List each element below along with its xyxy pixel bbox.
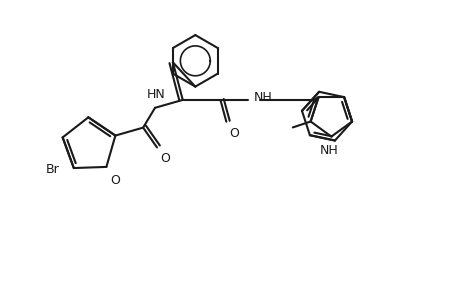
Text: O: O [229, 127, 239, 140]
Text: O: O [160, 152, 169, 165]
Text: NH: NH [319, 145, 338, 158]
Text: Br: Br [46, 163, 60, 176]
Text: NH: NH [253, 92, 272, 104]
Text: HN: HN [146, 88, 165, 101]
Text: O: O [110, 174, 120, 187]
